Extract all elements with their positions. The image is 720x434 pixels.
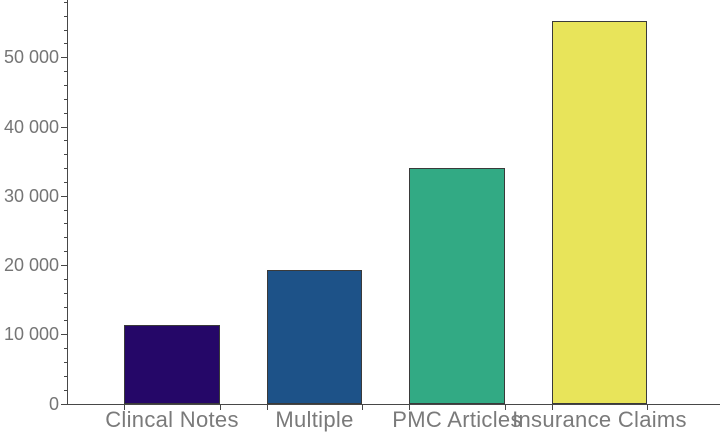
y-minor-tick	[63, 320, 67, 322]
y-minor-tick	[63, 98, 67, 100]
y-minor-tick	[63, 375, 67, 377]
y-tick-label: 40 000	[3, 116, 59, 137]
y-major-tick	[61, 403, 67, 405]
bar-insurance-claims	[551, 21, 648, 405]
x-axis-tick	[219, 403, 221, 410]
y-tick-label: 50 000	[3, 47, 59, 68]
y-major-tick	[61, 195, 67, 197]
y-minor-tick	[63, 348, 67, 350]
y-major-tick	[61, 126, 67, 128]
y-minor-tick	[63, 112, 67, 114]
y-minor-tick	[63, 15, 67, 17]
y-minor-tick	[63, 1, 67, 3]
y-major-tick	[61, 334, 67, 336]
y-minor-tick	[63, 251, 67, 253]
bar-pmc-articles	[409, 168, 505, 405]
y-minor-tick	[63, 29, 67, 31]
y-minor-tick	[63, 361, 67, 363]
y-minor-tick	[63, 292, 67, 294]
y-minor-tick	[63, 168, 67, 170]
x-axis-tick	[362, 403, 364, 410]
y-minor-tick	[63, 209, 67, 211]
y-major-tick	[61, 57, 67, 59]
x-axis-tick	[266, 403, 268, 410]
x-axis-tick	[551, 403, 553, 410]
y-minor-tick	[63, 84, 67, 86]
y-minor-tick	[63, 71, 67, 73]
y-tick-label: 30 000	[3, 185, 59, 206]
x-axis-tick	[124, 403, 126, 410]
x-category-label-insurance-claims: Insurance Claims	[512, 406, 687, 432]
y-minor-tick	[63, 278, 67, 280]
y-minor-tick	[63, 181, 67, 183]
y-minor-tick	[63, 306, 67, 308]
y-tick-label: 10 000	[3, 324, 59, 345]
x-category-label-multiple: Multiple	[275, 406, 354, 432]
x-axis-line	[67, 403, 720, 405]
y-tick-label: 0	[48, 393, 59, 414]
bar-multiple	[266, 269, 363, 405]
y-minor-tick	[63, 140, 67, 142]
y-minor-tick	[63, 154, 67, 156]
x-category-label-clincal-notes: Clincal Notes	[105, 406, 239, 432]
x-category-label-pmc-articles: PMC Articles	[392, 406, 522, 432]
y-minor-tick	[63, 223, 67, 225]
bar-clincal-notes	[124, 325, 220, 405]
y-axis-line	[67, 0, 68, 405]
y-tick-label: 20 000	[3, 255, 59, 276]
y-minor-tick	[63, 237, 67, 239]
y-minor-tick	[63, 389, 67, 391]
y-major-tick	[61, 265, 67, 267]
x-axis-tick	[409, 403, 411, 410]
x-axis-tick	[504, 403, 506, 410]
y-minor-tick	[63, 43, 67, 45]
x-axis-tick	[647, 403, 649, 410]
